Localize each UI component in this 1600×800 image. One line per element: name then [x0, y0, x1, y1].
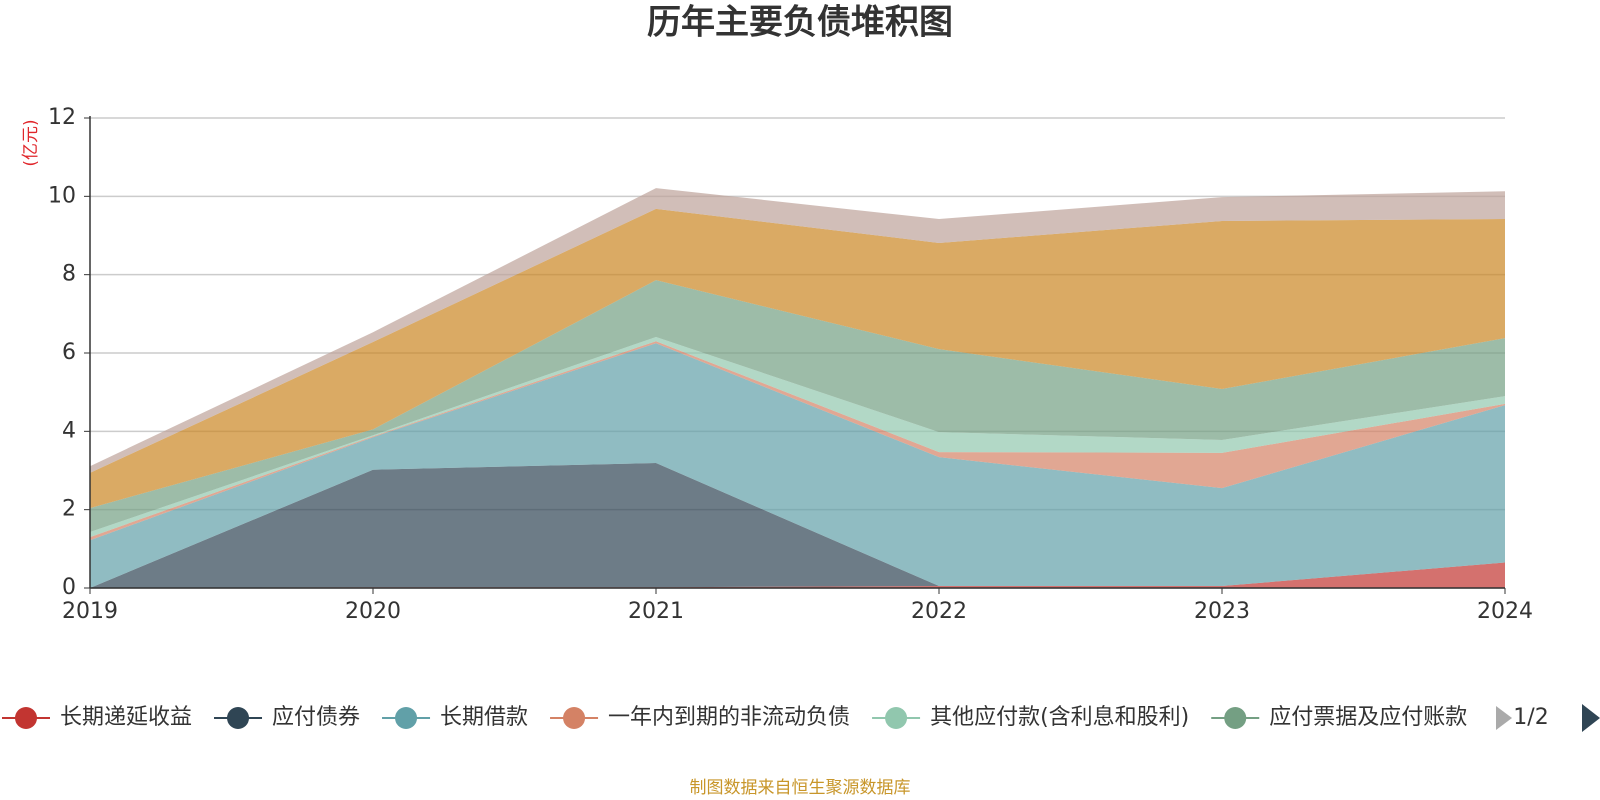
area	[90, 343, 1505, 588]
areas	[90, 188, 1505, 588]
y-axis-label: (亿元)	[21, 119, 41, 166]
legend-marker	[395, 707, 418, 729]
y-tick-label: 10	[48, 183, 76, 208]
axes: 0 2 4 6 8 10 12 2019 2020 2021 2022 2023 2024	[48, 105, 1533, 624]
legend: 长期递延收益 应付债券 长期借款 一年内到期的非流动负债 其他应付款(含利息和股利) 应付…	[2, 705, 1467, 730]
legend-marker	[227, 707, 250, 729]
legend-page: 1/2	[1513, 705, 1548, 730]
legend-marker	[563, 707, 586, 729]
legend-next[interactable]	[1582, 704, 1600, 732]
legend-marker	[15, 707, 37, 729]
legend-label: 应付票据及应付账款	[1269, 705, 1467, 730]
y-tick-label: 4	[62, 418, 76, 443]
x-tick-label: 2023	[1194, 599, 1250, 624]
x-tick-label: 2022	[911, 599, 967, 624]
y-tick-label: 6	[62, 340, 76, 365]
area	[90, 188, 1505, 473]
legend-label: 长期借款	[440, 705, 528, 730]
source-note: 制图数据来自恒生聚源数据库	[690, 778, 911, 798]
legend-marker	[1224, 707, 1247, 729]
area	[90, 208, 1505, 509]
area	[90, 280, 1505, 532]
y-tick-label: 8	[62, 262, 76, 287]
legend-prev[interactable]	[1496, 706, 1512, 730]
area	[90, 562, 1505, 588]
x-tick-label: 2019	[62, 599, 118, 624]
legend-label: 应付债券	[272, 705, 360, 730]
chart-title: 历年主要负债堆积图	[647, 3, 953, 43]
y-tick-label: 12	[48, 105, 76, 130]
area	[90, 463, 1505, 588]
y-tick-label: 0	[62, 575, 76, 600]
x-tick-label: 2021	[628, 599, 684, 624]
x-tick-label: 2024	[1477, 599, 1533, 624]
legend-label: 其他应付款(含利息和股利)	[930, 705, 1189, 730]
y-tick-label: 2	[62, 497, 76, 522]
legend-label: 一年内到期的非流动负债	[608, 705, 850, 730]
legend-label: 长期递延收益	[60, 705, 192, 730]
x-tick-label: 2020	[345, 599, 401, 624]
legend-marker	[885, 707, 908, 729]
